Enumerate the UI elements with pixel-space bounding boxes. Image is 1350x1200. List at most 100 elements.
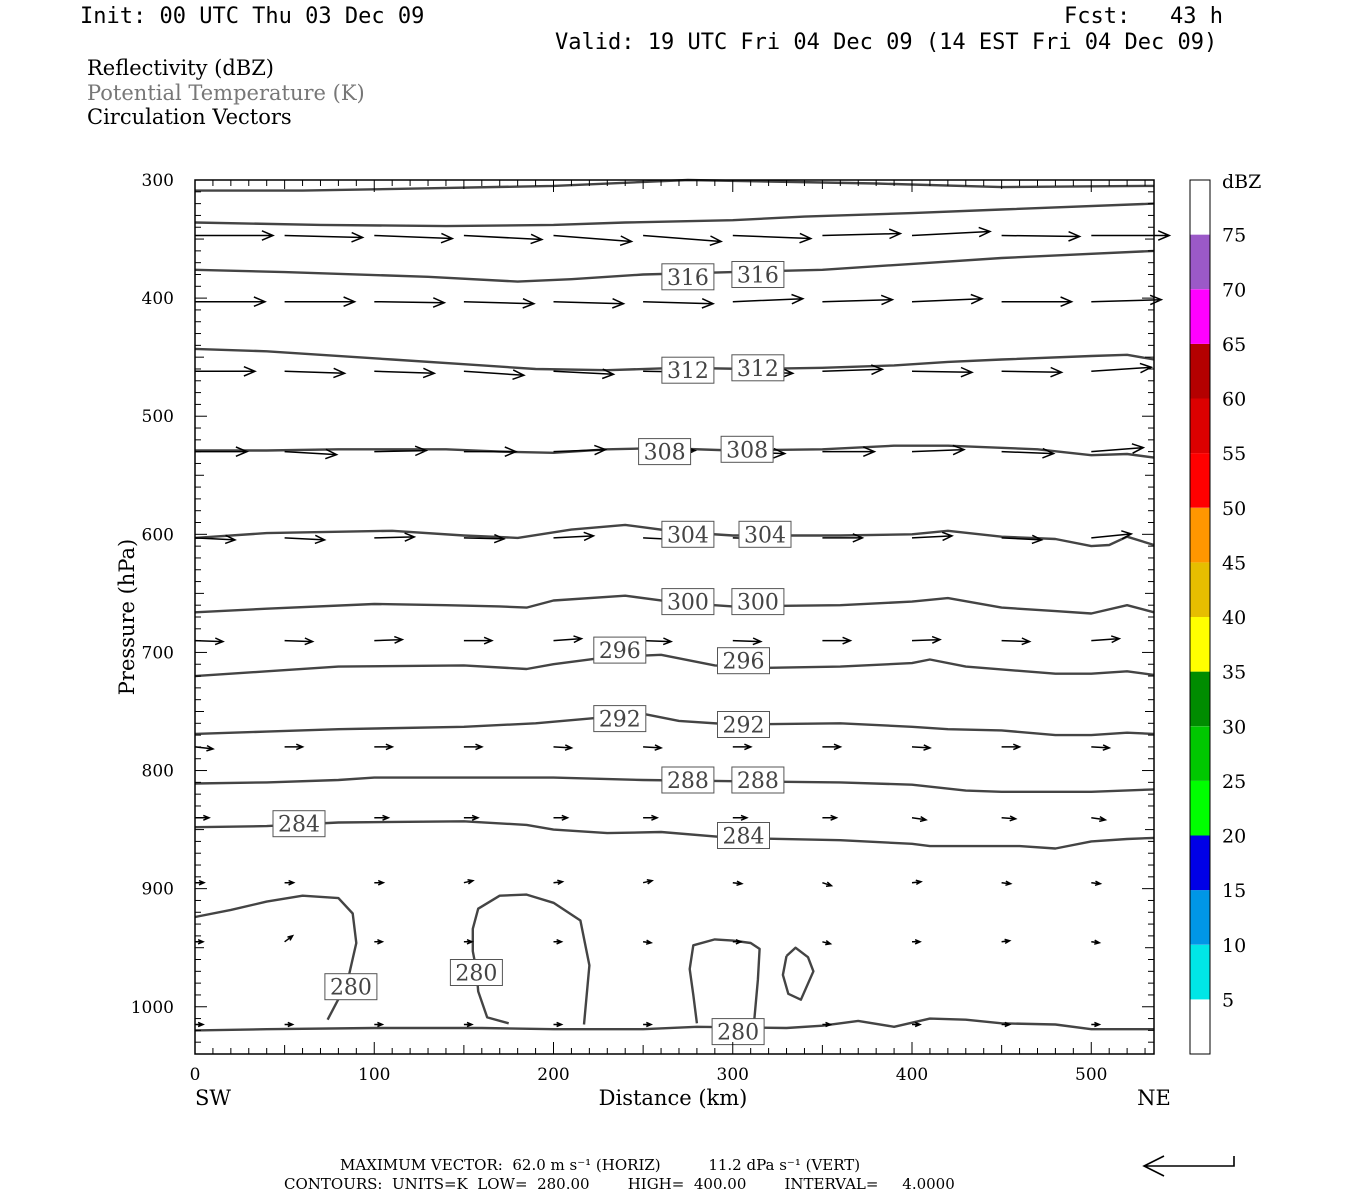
colorbar-swatch xyxy=(1190,780,1210,836)
circulation-vector xyxy=(822,364,885,376)
contour-label-text: 296 xyxy=(599,639,641,664)
circulation-vector xyxy=(284,934,295,943)
x-tick-label: 400 xyxy=(896,1065,928,1085)
colorbar-swatch xyxy=(1190,562,1210,617)
circulation-vector xyxy=(284,231,365,243)
circulation-vector xyxy=(195,939,205,945)
circulation-vector xyxy=(732,814,749,821)
contour-label-box xyxy=(593,705,647,733)
contour-label-box xyxy=(731,354,785,382)
contour-label: 284 xyxy=(272,810,326,838)
circulation-vector xyxy=(1001,815,1018,822)
contour-label: 312 xyxy=(661,356,715,384)
circulation-vectors xyxy=(194,226,1172,1028)
contour-label-box xyxy=(731,766,785,794)
circulation-vector xyxy=(1001,231,1082,242)
circulation-vector xyxy=(284,296,357,307)
circulation-vector xyxy=(643,744,664,751)
plot-axes: 0 100 200 300 400 500 300 400 500 600 700 800 900 100… xyxy=(115,171,1171,1110)
circulation-vector xyxy=(284,1021,295,1028)
x-tick-label: 100 xyxy=(358,1065,390,1085)
colorbar-label: 30 xyxy=(1222,716,1246,738)
circulation-vector xyxy=(553,298,626,309)
colorbar-label: 55 xyxy=(1222,443,1246,465)
contour-label-text: 292 xyxy=(723,713,765,738)
contour-label-text: 304 xyxy=(667,523,709,548)
contour-label-box xyxy=(593,636,647,664)
circulation-vector xyxy=(643,637,674,646)
circulation-vector xyxy=(912,939,922,945)
circulation-vector xyxy=(1091,1021,1102,1028)
contour-labels: 280 280 280 284 284 288 288 292 292 296 296 300 300 3… xyxy=(272,261,792,1046)
circulation-vector xyxy=(284,879,296,886)
circulation-vector xyxy=(284,743,305,751)
circulation-vector xyxy=(284,448,339,460)
colorbar-swatch xyxy=(1190,507,1210,563)
circulation-vector xyxy=(374,532,417,542)
circulation-vector xyxy=(553,635,584,644)
theta-contour-line xyxy=(194,653,1155,678)
valid-time: Valid: 19 UTC Fri 04 Dec 09 (14 EST Fri … xyxy=(555,30,1218,55)
circulation-vector xyxy=(643,234,724,247)
circulation-vector xyxy=(463,233,544,245)
circulation-vector xyxy=(911,815,928,823)
colorbar-label: 10 xyxy=(1222,935,1246,957)
circulation-vector xyxy=(822,533,865,543)
circulation-vector xyxy=(374,814,391,821)
contour-label-box xyxy=(717,711,770,738)
vector-key xyxy=(1142,1155,1235,1177)
contour-label: 292 xyxy=(593,705,647,733)
y-tick-label: 500 xyxy=(142,407,174,427)
circulation-vector xyxy=(374,232,455,244)
circulation-vector xyxy=(732,637,763,646)
y-tick-label: 700 xyxy=(142,643,174,663)
circulation-vector xyxy=(732,293,805,305)
circulation-vector xyxy=(1091,815,1108,823)
circulation-vector xyxy=(463,446,518,457)
circulation-vector xyxy=(1001,938,1012,945)
circulation-vector xyxy=(732,880,744,887)
circulation-vector xyxy=(463,298,536,309)
x-end-label-right: NE xyxy=(1137,1086,1171,1110)
circulation-vector xyxy=(194,637,225,646)
contour-label-text: 300 xyxy=(667,591,709,616)
contours-note: CONTOURS: UNITS=K LOW= 280.00 HIGH= 400.… xyxy=(284,1175,955,1193)
circulation-vector xyxy=(463,939,474,945)
circulation-vector xyxy=(374,445,429,457)
colorbar-swatch xyxy=(1190,234,1210,290)
circulation-vector xyxy=(194,744,215,752)
circulation-vector xyxy=(463,743,484,751)
circulation-vector xyxy=(911,444,966,456)
circulation-vector xyxy=(195,296,267,307)
contour-label-box xyxy=(449,959,503,986)
contour-label-box xyxy=(661,766,715,794)
contour-label-box xyxy=(661,356,715,384)
circulation-vector xyxy=(1001,366,1064,378)
circulation-vector xyxy=(374,879,386,886)
plot-frame xyxy=(194,179,1155,1055)
circulation-vector xyxy=(911,531,954,542)
contour-label: 292 xyxy=(717,711,770,738)
colorbar-label: 50 xyxy=(1222,498,1246,520)
circulation-vector xyxy=(463,814,480,821)
circulation-vector xyxy=(194,534,237,545)
contour-label-text: 288 xyxy=(667,769,709,794)
circulation-vector xyxy=(912,1021,922,1028)
circulation-vector xyxy=(553,444,608,456)
circulation-vector xyxy=(822,1021,833,1028)
colorbar-label: 20 xyxy=(1222,826,1246,848)
circulation-vector xyxy=(732,939,743,945)
circulation-vector xyxy=(553,879,565,886)
circulation-vector xyxy=(911,744,932,751)
contour-label-text: 308 xyxy=(726,438,768,463)
theta-contour-line xyxy=(688,938,761,1024)
circulation-vector xyxy=(1091,880,1103,887)
circulation-vector xyxy=(822,228,903,240)
colorbar-label: 70 xyxy=(1222,279,1246,301)
circulation-vector xyxy=(1001,1021,1012,1028)
contour-label: 316 xyxy=(661,263,715,291)
contour-label: 300 xyxy=(731,588,785,616)
circulation-vector xyxy=(732,743,753,751)
circulation-vector xyxy=(553,939,564,945)
max-vector-note: MAXIMUM VECTOR: 62.0 m s⁻¹ (HORIZ) 11.2 … xyxy=(340,1156,861,1174)
